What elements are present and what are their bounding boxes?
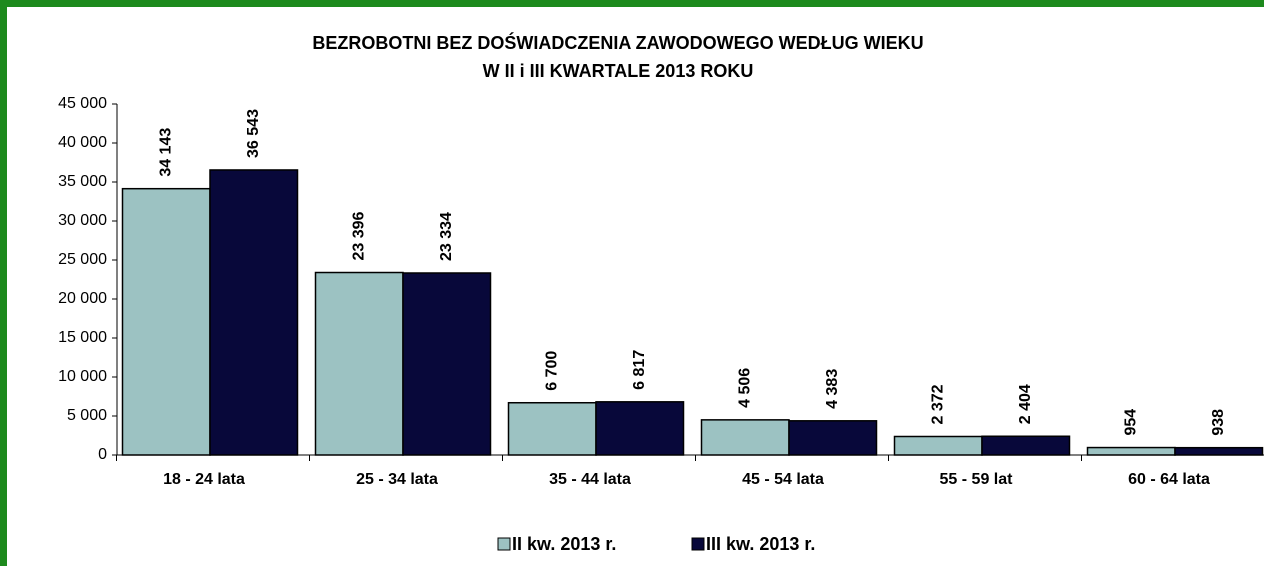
y-tick-label: 15 000 (58, 329, 107, 346)
bar (507, 401, 597, 456)
bar (788, 420, 878, 456)
x-tick-label: 60 - 64 lata (1128, 471, 1210, 488)
x-tick-label: 25 - 34 lata (356, 471, 438, 488)
y-tick-label: 25 000 (58, 251, 107, 268)
value-label: 34 143 (157, 128, 174, 177)
bar (402, 272, 492, 456)
y-tick-label: 45 000 (58, 95, 107, 112)
legend-label: III kw. 2013 r. (706, 534, 815, 554)
bar (314, 271, 404, 456)
value-label: 938 (1210, 409, 1227, 436)
value-label: 4 506 (736, 368, 753, 408)
x-tick-label: 18 - 24 lata (163, 471, 245, 488)
legend-swatch (691, 537, 705, 551)
y-tick-label: 20 000 (58, 290, 107, 307)
value-label: 6 700 (543, 351, 560, 391)
y-tick-label: 30 000 (58, 212, 107, 229)
value-label: 23 396 (350, 211, 367, 260)
bar (121, 187, 211, 456)
bar (981, 435, 1071, 456)
value-label: 23 334 (438, 212, 455, 261)
y-tick-label: 10 000 (58, 368, 107, 385)
value-label: 2 372 (929, 384, 946, 424)
bar (1086, 446, 1176, 456)
bar (893, 435, 983, 456)
y-tick-label: 35 000 (58, 173, 107, 190)
bar (1174, 446, 1264, 456)
bar (700, 419, 790, 456)
legend-label: II kw. 2013 r. (512, 534, 616, 554)
x-tick-label: 35 - 44 lata (549, 471, 631, 488)
value-label: 36 543 (245, 109, 262, 158)
value-label: 6 817 (631, 350, 648, 390)
border-top (0, 0, 1264, 7)
legend-swatch (497, 537, 511, 551)
bar (595, 401, 685, 456)
value-label: 4 383 (824, 369, 841, 409)
y-tick-label: 5 000 (67, 407, 107, 424)
y-tick-label: 40 000 (58, 134, 107, 151)
x-tick-label: 55 - 59 lat (940, 471, 1014, 488)
value-label: 2 404 (1017, 384, 1034, 424)
chart-title: BEZROBOTNI BEZ DOŚWIADCZENIA ZAWODOWEGO … (312, 32, 923, 53)
border-left (0, 0, 7, 566)
bar (209, 169, 299, 456)
x-tick-label: 45 - 54 lata (742, 471, 824, 488)
y-tick-label: 0 (98, 446, 107, 463)
chart-subtitle: W II i III KWARTALE 2013 ROKU (483, 61, 754, 81)
value-label: 954 (1122, 409, 1139, 436)
